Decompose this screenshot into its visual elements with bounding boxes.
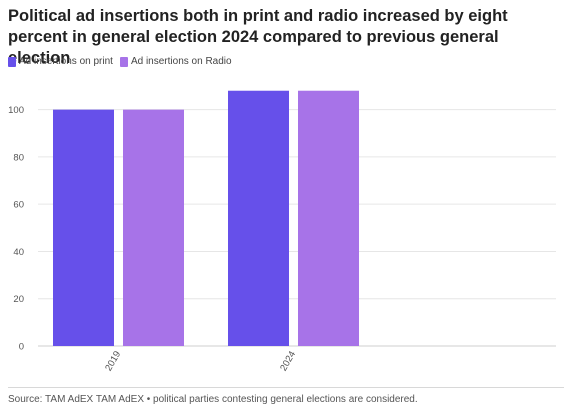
legend-item-radio[interactable]: Ad insertions on Radio xyxy=(119,56,232,67)
y-tick-label: 60 xyxy=(13,200,24,211)
y-tick-labels: 0 20 40 60 80 100 xyxy=(8,105,24,352)
legend: Ad insertions on print Ad insertions on … xyxy=(8,56,239,67)
bar-radio-2024[interactable] xyxy=(298,90,359,347)
y-tick-label: 100 xyxy=(8,105,24,116)
legend-label-radio: Ad insertions on Radio xyxy=(130,56,232,67)
grid-lines xyxy=(38,109,556,347)
legend-swatch-radio xyxy=(119,56,128,67)
footer-divider xyxy=(8,387,564,388)
y-tick-label: 20 xyxy=(13,294,24,305)
bar-radio-2019[interactable] xyxy=(123,109,184,347)
bar-print-2019[interactable] xyxy=(53,109,114,347)
legend-label-print: Ad insertions on print xyxy=(19,56,113,67)
x-tick-label: 2019 xyxy=(103,349,123,373)
source-note: Source: TAM AdEX TAM AdEX • political pa… xyxy=(8,394,418,405)
y-tick-label: 80 xyxy=(13,152,24,163)
chart-title: Political ad insertions both in print an… xyxy=(8,7,508,67)
bars xyxy=(53,90,359,347)
bar-print-2024[interactable] xyxy=(228,90,289,347)
chart-plot: 0 20 40 60 80 100 2019 2024 xyxy=(8,90,556,373)
y-tick-label: 40 xyxy=(13,247,24,258)
y-tick-label: 0 xyxy=(19,342,24,353)
legend-swatch-print xyxy=(8,56,16,67)
x-tick-label: 2024 xyxy=(278,349,298,373)
x-tick-labels: 2019 2024 xyxy=(103,349,298,373)
legend-item-print[interactable]: Ad insertions on print xyxy=(8,56,113,67)
